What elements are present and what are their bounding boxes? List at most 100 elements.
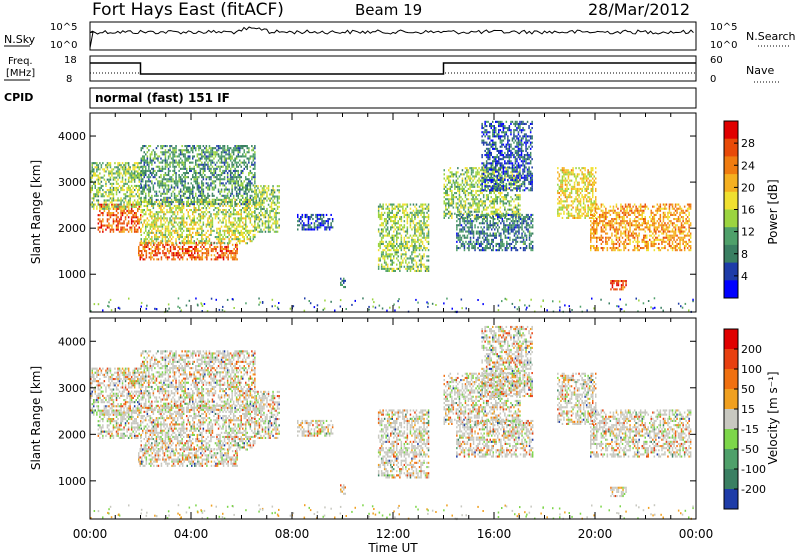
power-cell <box>517 198 520 201</box>
power-cell <box>112 228 115 231</box>
power-cell <box>226 196 229 199</box>
power-cell <box>424 267 427 270</box>
power-cell <box>476 198 479 201</box>
power-cell <box>172 163 174 166</box>
power-cell <box>140 161 142 164</box>
power-cell <box>99 226 101 229</box>
power-cell <box>297 228 299 231</box>
power-cell <box>146 159 149 162</box>
power-cell <box>316 216 319 219</box>
power-cell <box>445 204 447 207</box>
power-cell <box>504 198 506 201</box>
power-cell <box>172 201 174 204</box>
power-cell <box>94 172 96 175</box>
power-cell <box>123 226 125 229</box>
power-cell <box>457 224 460 227</box>
power-cell <box>202 151 205 154</box>
power-cell <box>267 189 270 192</box>
power-cell <box>164 229 167 232</box>
power-cell <box>142 178 144 181</box>
power-cell <box>99 172 101 175</box>
power-cell <box>246 207 248 210</box>
noise-panel: N.Sky 10^5 10^0 10^5 10^0 N.Search <box>4 21 796 51</box>
power-cell <box>423 224 425 227</box>
power-cell <box>234 169 236 172</box>
power-cell <box>235 182 238 185</box>
power-cell <box>132 195 134 198</box>
power-cell <box>409 207 412 210</box>
power-cell <box>239 198 241 201</box>
power-cell <box>166 225 168 228</box>
power-cell <box>239 186 241 189</box>
power-cell <box>463 183 465 186</box>
power-cell <box>483 213 485 216</box>
power-cell <box>264 212 267 215</box>
power-cell <box>100 207 103 210</box>
power-cell <box>204 241 207 244</box>
power-cell <box>184 184 186 187</box>
power-cell <box>264 230 267 233</box>
power-cell <box>229 227 232 230</box>
power-cell <box>216 231 218 234</box>
power-cell <box>246 182 248 185</box>
power-cell <box>511 210 514 213</box>
power-cell <box>449 171 452 174</box>
power-cell <box>109 197 112 200</box>
power-cell <box>158 225 161 228</box>
power-cell <box>207 157 209 160</box>
power-cell <box>117 203 119 206</box>
power-cell <box>186 196 188 199</box>
power-cell <box>414 247 416 250</box>
power-cell <box>514 212 517 215</box>
power-cell <box>143 198 145 201</box>
power-cell <box>472 202 474 205</box>
power-cell <box>187 236 189 239</box>
power-cell <box>417 238 419 241</box>
power-cell <box>205 242 208 245</box>
power-cell <box>123 193 125 196</box>
power-cell <box>114 162 116 165</box>
power-cell <box>106 162 109 165</box>
power-cell <box>466 171 468 174</box>
power-cell <box>186 167 188 170</box>
power-cell <box>239 223 241 226</box>
power-cell <box>192 196 194 199</box>
power-cell <box>232 163 235 166</box>
power-cell <box>252 174 255 177</box>
power-cell <box>213 194 215 197</box>
power-cell <box>148 149 150 152</box>
power-cell <box>257 201 259 204</box>
power-cell <box>135 230 137 233</box>
power-cell <box>390 203 392 206</box>
power-cell <box>400 238 403 241</box>
power-cell <box>166 180 168 183</box>
power-cell <box>102 230 104 233</box>
power-cell <box>458 212 461 215</box>
power-cell <box>396 249 398 252</box>
power-cell <box>164 163 167 166</box>
power-cell <box>167 151 170 154</box>
power-cell <box>201 196 203 199</box>
power-cell <box>454 212 456 215</box>
power-cell <box>415 265 418 268</box>
power-cell <box>133 226 136 229</box>
power-cell <box>490 212 492 215</box>
power-cell <box>102 220 104 223</box>
power-cell <box>423 218 425 221</box>
power-cell <box>454 185 456 188</box>
power-cell <box>186 147 188 150</box>
power-cell <box>176 163 179 166</box>
power-cell <box>484 236 487 239</box>
power-cell <box>330 224 332 227</box>
power-cell <box>498 167 500 170</box>
power-cell <box>424 203 427 206</box>
power-cell <box>167 178 170 181</box>
power-cell <box>167 167 170 170</box>
power-cell <box>386 242 389 245</box>
power-cell <box>172 186 174 189</box>
power-cell <box>132 205 134 208</box>
power-cell <box>471 230 473 233</box>
power-cell <box>383 261 386 264</box>
power-cell <box>173 204 176 207</box>
power-cell <box>208 217 211 220</box>
